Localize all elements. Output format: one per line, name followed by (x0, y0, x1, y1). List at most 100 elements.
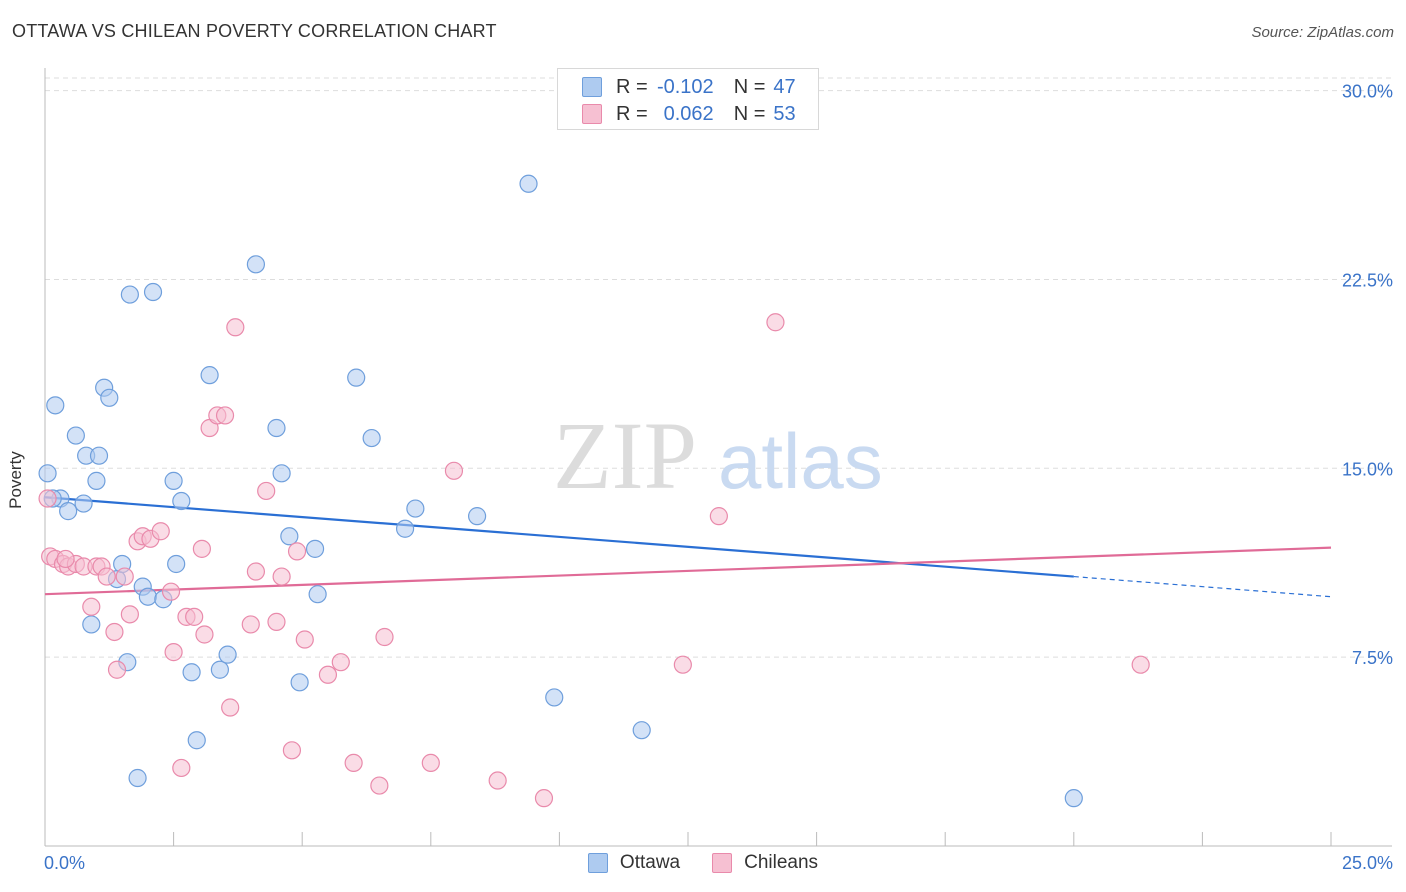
ottawa-point (89, 446, 109, 465)
ottawa-trend-extension (1073, 575, 1332, 598)
chileans-point (709, 507, 728, 526)
ottawa-point (545, 688, 564, 707)
chileans-point (331, 653, 350, 672)
chileans-point (295, 630, 314, 649)
ottawa-point (267, 418, 286, 438)
chileans-point (488, 771, 507, 790)
chileans-point (120, 605, 139, 624)
ottawa-point (632, 721, 651, 740)
y-tick-label: 30.0% (1342, 82, 1393, 102)
chileans-point (257, 481, 276, 501)
chileans-point (115, 567, 134, 586)
chileans-point (534, 789, 554, 808)
x-tick-label: 25.0% (1342, 853, 1393, 873)
ottawa-point (1064, 789, 1083, 808)
ottawa-point (59, 502, 78, 521)
ottawa-point (167, 554, 186, 574)
chart-source: Source: ZipAtlas.com (1251, 24, 1394, 41)
chileans-point (105, 622, 124, 642)
chileans-point (164, 643, 183, 662)
ottawa-point (164, 471, 183, 490)
legend-row-ottawa: R = -0.102 N = 47 (582, 75, 796, 99)
chileans-point (375, 627, 394, 647)
ottawa-point (395, 519, 415, 538)
chileans-point (195, 625, 214, 644)
chileans-point (282, 741, 302, 760)
ottawa-point (66, 426, 85, 445)
chileans-point (1131, 655, 1150, 674)
chileans-point (370, 776, 389, 795)
chileans-point (97, 567, 116, 586)
legend-item-chileans: Chileans (712, 852, 818, 874)
ottawa-point (290, 673, 309, 692)
legend-ottawa-label: Ottawa (619, 852, 681, 873)
series-legend: Ottawa Chileans (0, 852, 1406, 874)
chileans-point (246, 562, 266, 581)
chileans-point (38, 489, 57, 508)
chileans-point (267, 612, 286, 631)
chart-title: OTTAWA VS CHILEAN POVERTY CORRELATION CH… (12, 21, 497, 41)
chileans-point (151, 522, 170, 541)
chileans-point (444, 461, 464, 480)
ottawa-point (272, 464, 291, 483)
ottawa-point (246, 255, 266, 274)
y-tick-label: 22.5% (1342, 270, 1393, 290)
ottawa-point (519, 174, 538, 193)
legend-chileans-label: Chileans (744, 852, 819, 873)
legend-item-ottawa: Ottawa (587, 852, 681, 874)
chileans-trend-line (44, 546, 1332, 596)
chileans-point (185, 607, 204, 626)
chileans-swatch (582, 104, 602, 124)
ottawa-point (280, 527, 299, 546)
y-tick-label: 15.0% (1342, 459, 1393, 479)
ottawa-point (406, 499, 425, 518)
ottawa-point (138, 587, 157, 606)
watermark: ZIP atlas (553, 402, 883, 509)
chileans-point (766, 313, 785, 332)
chileans-point (82, 597, 101, 616)
ottawa-point (120, 285, 139, 304)
chileans-point (192, 539, 211, 558)
trend-lines (44, 496, 1332, 598)
chileans-point (241, 615, 260, 634)
legend-r-label: R = (616, 75, 648, 98)
chileans-point (215, 406, 235, 425)
ottawa-point (46, 396, 65, 415)
watermark-atlas: atlas (718, 417, 883, 505)
legend-r-value: -0.102 (656, 75, 714, 98)
ottawa-point (182, 663, 201, 682)
legend-n-value: 47 (773, 75, 796, 98)
ottawa-point (308, 585, 327, 604)
ottawa-point (82, 615, 101, 634)
legend-r-label: R = (616, 102, 648, 125)
ottawa-swatch (582, 77, 602, 97)
chileans-point (318, 665, 338, 684)
chileans-point (221, 698, 240, 717)
chileans-point (226, 318, 245, 337)
ottawa-point (38, 464, 57, 483)
legend-n-label: N = (733, 75, 766, 98)
ottawa-point (172, 491, 191, 511)
stats-legend: R = -0.102 N = 47 R = 0.062 N = 53 (557, 68, 819, 130)
chileans-point (344, 753, 363, 773)
ottawa-point (218, 645, 237, 664)
chileans-point (161, 582, 181, 601)
watermark-zip: ZIP (553, 402, 697, 509)
ottawa-point (187, 731, 206, 750)
ottawa-point (128, 768, 147, 788)
legend-n-value: 53 (773, 102, 796, 125)
ottawa-point (74, 494, 93, 513)
chileans-point (421, 753, 440, 773)
tick-labels: 7.5% 15.0% 22.5% 30.0% 0.0% 25.0% (44, 82, 1393, 873)
chileans-swatch (712, 853, 733, 873)
ottawa-trend-line (44, 496, 1074, 578)
x-tick-label: 0.0% (44, 853, 85, 873)
chileans-point (287, 542, 307, 561)
ottawa-point (87, 471, 106, 490)
ottawa-point (210, 660, 229, 679)
ottawa-point (305, 539, 325, 558)
y-axis-label: Poverty (6, 451, 25, 509)
legend-row-chileans: R = 0.062 N = 53 (582, 102, 796, 126)
ottawa-point (347, 368, 366, 387)
